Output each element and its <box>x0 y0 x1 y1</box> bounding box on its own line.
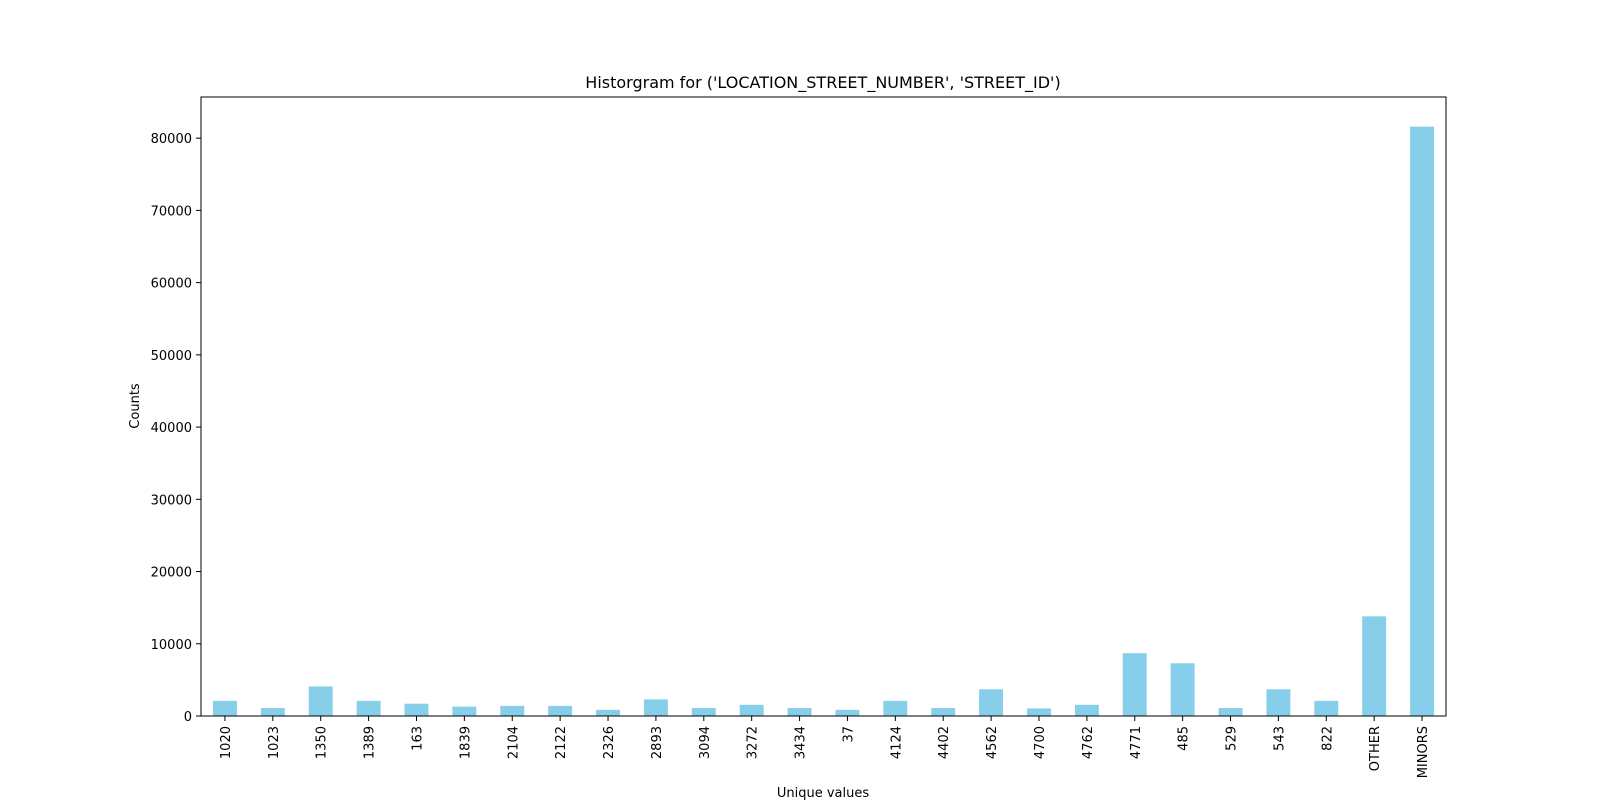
bar <box>308 686 333 716</box>
bar <box>212 700 237 716</box>
x-tick-label: 163 <box>410 726 425 751</box>
x-tick-label: 1350 <box>315 726 330 759</box>
x-axis-label: Unique values <box>777 786 869 800</box>
bar <box>883 700 908 716</box>
x-tick-label: 37 <box>841 726 856 743</box>
x-tick-label: 529 <box>1225 726 1240 751</box>
bar <box>500 705 525 716</box>
x-tick-label: 485 <box>1177 726 1192 751</box>
x-tick-label: 3094 <box>698 726 713 759</box>
y-tick-label: 0 <box>184 710 192 725</box>
plot-area-frame <box>200 96 1447 717</box>
x-tick-label: 2326 <box>602 726 617 759</box>
bar <box>979 689 1004 716</box>
bar <box>260 708 285 716</box>
bar <box>356 700 381 716</box>
bar <box>1074 704 1099 716</box>
x-tick-label: OTHER <box>1368 726 1383 771</box>
y-axis: 0 10000 20000 30000 40000 50000 60000 70000 8000… <box>151 132 201 725</box>
y-tick-label: 70000 <box>151 204 192 219</box>
bar <box>1362 616 1387 716</box>
y-tick-label: 50000 <box>151 349 192 364</box>
bar <box>1218 708 1243 716</box>
y-tick-label: 30000 <box>151 493 192 508</box>
x-tick-label: 543 <box>1272 726 1287 751</box>
bar <box>404 703 429 716</box>
bar <box>596 709 620 716</box>
x-tick-label: 4700 <box>1033 726 1048 759</box>
x-tick-label: 1389 <box>363 726 378 759</box>
x-tick-label: 3434 <box>794 726 809 759</box>
bar <box>452 706 477 716</box>
x-tick-label: 1020 <box>219 726 234 759</box>
y-tick-label: 60000 <box>151 277 192 292</box>
bar <box>1266 689 1291 716</box>
bar <box>691 708 716 716</box>
x-tick-label: 4402 <box>937 726 952 759</box>
bar <box>643 699 668 716</box>
x-tick-label: 4771 <box>1129 726 1144 759</box>
bar <box>1314 700 1339 716</box>
x-tick-label: 4562 <box>985 726 1000 759</box>
x-tick-label: 1023 <box>267 726 282 759</box>
x-tick-label: 2122 <box>554 726 569 759</box>
y-tick-label: 20000 <box>151 566 192 581</box>
x-tick-label: 822 <box>1320 726 1335 751</box>
x-axis: 1020 1023 1350 1389 163 1839 2104 2122 2326 2893 3… <box>219 716 1431 778</box>
bar <box>1170 663 1195 716</box>
chart-title: Historgram for ('LOCATION_STREET_NUMBER'… <box>585 73 1060 93</box>
y-tick-label: 40000 <box>151 421 192 436</box>
y-axis-label: Counts <box>128 383 143 429</box>
x-tick-label: 2104 <box>506 726 521 759</box>
bars <box>212 126 1435 716</box>
y-tick-label: 10000 <box>151 638 192 653</box>
bar <box>1122 653 1147 716</box>
bar <box>1027 708 1051 716</box>
bar <box>1410 126 1435 716</box>
bar <box>548 705 573 716</box>
x-tick-label: 4124 <box>889 726 904 759</box>
bar <box>931 708 956 716</box>
y-tick-label: 80000 <box>151 132 192 147</box>
x-tick-label: 3272 <box>746 726 761 759</box>
x-tick-label: 2893 <box>650 726 665 759</box>
bar <box>835 709 860 716</box>
bar <box>739 704 764 716</box>
bar <box>787 708 812 716</box>
x-tick-label: 1839 <box>458 726 473 759</box>
x-tick-label: 4762 <box>1081 726 1096 759</box>
x-tick-label: MINORS <box>1416 726 1431 778</box>
